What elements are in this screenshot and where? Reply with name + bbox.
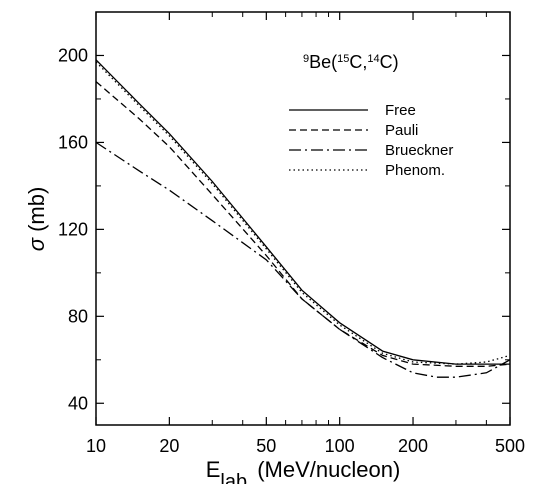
series-line-phenom — [96, 61, 510, 365]
series-lines — [96, 59, 510, 378]
x-tick-label: 100 — [325, 436, 355, 456]
x-axis-title: Elab (MeV/nucleon) — [206, 457, 401, 484]
y-tick-label: 120 — [58, 219, 88, 239]
series-line-pauli — [96, 81, 510, 367]
axis-ticks — [95, 12, 511, 425]
legend-label: Free — [385, 102, 416, 119]
x-tick-label: 200 — [398, 436, 428, 456]
x-tick-label: 50 — [256, 436, 276, 456]
y-tick-label: 160 — [58, 132, 88, 152]
y-axis-title: σ (mb) — [24, 187, 49, 252]
series-line-brueckner — [96, 141, 510, 378]
legend-label: Brueckner — [385, 142, 453, 159]
legend: Free Pauli Brueckner Phenom. — [289, 102, 453, 179]
axis-tick-labels: 10 20 50 100 200 500 40 80 120 160 200 — [58, 45, 525, 456]
annotation-reaction: 9Be(15C,14C) — [303, 52, 399, 72]
x-tick-label: 500 — [495, 436, 525, 456]
x-tick-label: 10 — [86, 436, 106, 456]
x-tick-label: 20 — [159, 436, 179, 456]
series-line-free — [96, 59, 510, 365]
legend-label: Pauli — [385, 122, 418, 139]
y-tick-label: 200 — [58, 45, 88, 65]
y-tick-label: 80 — [68, 306, 88, 326]
legend-label: Phenom. — [385, 162, 445, 179]
plot-frame — [95, 11, 511, 426]
y-tick-label: 40 — [68, 393, 88, 413]
